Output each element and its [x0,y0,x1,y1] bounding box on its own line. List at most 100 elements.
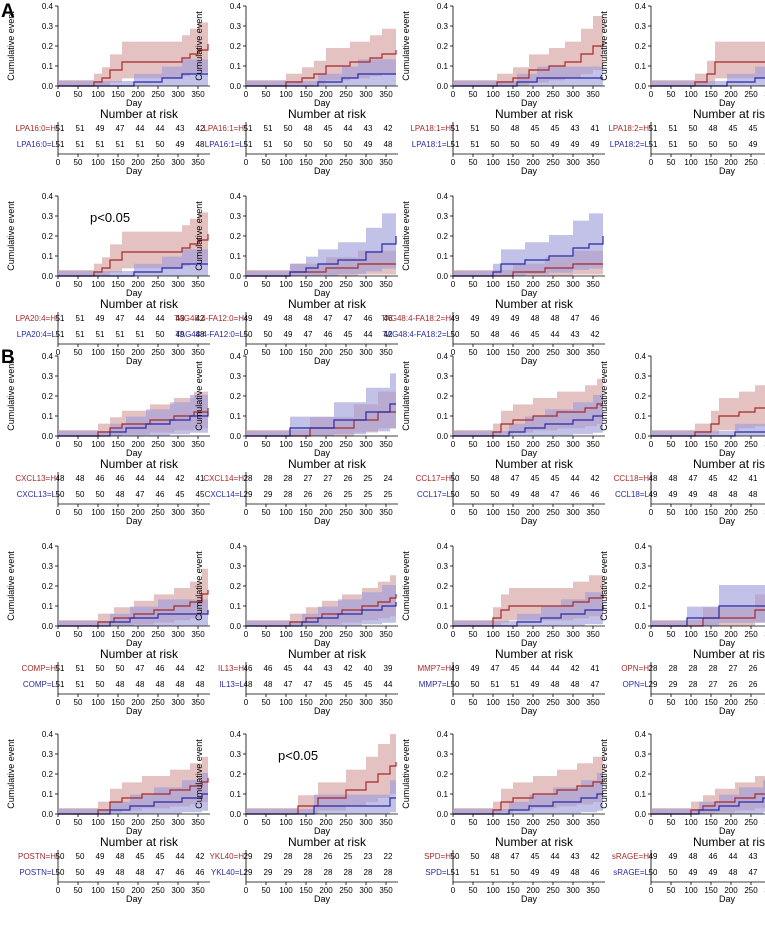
y-tick-label: 0.1 [230,62,242,71]
high-curve [58,44,209,87]
low-confidence-band [246,577,396,626]
risk-value: 50 [729,140,738,149]
risk-table-title: Number at risk [100,457,179,471]
low-curve [651,797,765,815]
x-axis-label: Day [521,638,538,648]
risk-value: 44 [176,852,185,861]
risk-value: 49 [531,680,540,689]
x-axis-label: Day [314,98,331,108]
risk-x-tick-label: 150 [111,886,125,895]
km-plot-3: Cumulative event 0.0 0.1 0.2 0.3 0.4 0 50 100 150… [599,2,765,176]
risk-value: 44 [156,124,165,133]
risk-value: 49 [511,314,520,323]
risk-value: 49 [451,664,460,673]
risk-x-tick-label: 50 [74,348,83,357]
x-tick-label: 300 [171,440,185,449]
x-tick-label: 350 [586,90,600,99]
risk-label-high: POSTN=H [18,852,56,861]
risk-table-title: Number at risk [100,107,179,121]
risk-value: 49 [551,140,560,149]
risk-label-low: LPA16:0=L [17,140,57,149]
y-tick-label: 0.0 [42,272,54,281]
risk-value: 22 [384,852,393,861]
risk-value: 42 [196,124,205,133]
risk-value: 50 [96,680,105,689]
risk-value: 49 [176,330,185,339]
y-tick-label: 0.1 [42,62,54,71]
risk-value: 45 [531,852,540,861]
risk-x-tick-label: 150 [111,698,125,707]
risk-x-tick-label: 350 [379,698,393,707]
risk-x-tick-label: 250 [744,158,758,167]
risk-value: 41 [591,124,600,133]
risk-value: 48 [136,680,145,689]
risk-value: 50 [689,124,698,133]
risk-value: 50 [344,140,353,149]
x-tick-label: 350 [191,440,205,449]
risk-value: 49 [689,490,698,499]
risk-value: 48 [729,490,738,499]
risk-value: 50 [669,868,678,877]
y-tick-label: 0.3 [230,562,242,571]
risk-x-tick-label: 0 [56,348,61,357]
x-tick-label: 50 [262,630,271,639]
risk-x-tick-label: 0 [451,886,456,895]
risk-value: 51 [244,124,253,133]
y-tick-label: 0.1 [437,602,449,611]
risk-table-title: Number at risk [495,835,574,849]
risk-x-tick-label: 150 [506,348,520,357]
risk-x-tick-label: 300 [171,886,185,895]
risk-value: 43 [176,124,185,133]
x-tick-label: 50 [469,630,478,639]
x-tick-label: 350 [586,440,600,449]
risk-value: 46 [591,490,600,499]
risk-value: 28 [284,852,293,861]
x-tick-label: 200 [526,90,540,99]
risk-value: 45 [551,474,560,483]
y-tick-label: 0.2 [635,770,647,779]
risk-value: 48 [551,680,560,689]
risk-value: 42 [729,474,738,483]
x-tick-label: 350 [586,818,600,827]
risk-value: 43 [571,330,580,339]
risk-x-tick-label: 300 [359,348,373,357]
risk-value: 44 [384,680,393,689]
y-tick-label: 0.2 [635,582,647,591]
risk-x-axis-label: Day [126,516,143,526]
risk-value: 28 [244,474,253,483]
x-tick-label: 200 [319,90,333,99]
x-axis-label: Day [126,288,143,298]
risk-value: 50 [156,330,165,339]
risk-x-tick-label: 300 [171,698,185,707]
risk-value: 43 [324,664,333,673]
risk-value: 51 [56,330,65,339]
x-tick-label: 250 [546,90,560,99]
risk-x-tick-label: 250 [151,886,165,895]
low-confidence-band [651,423,765,436]
risk-x-tick-label: 300 [171,158,185,167]
risk-value: 51 [76,330,85,339]
risk-label-high: TAG48:4-FA12:0=H [174,314,244,323]
risk-x-tick-label: 100 [486,158,500,167]
y-tick-label: 0.0 [230,432,242,441]
x-tick-label: 150 [111,818,125,827]
x-tick-label: 100 [684,440,698,449]
y-tick-label: 0.4 [230,192,242,201]
km-plot-8: Cumulative event 0.0 0.1 0.2 0.3 0.4 0 50 100 150… [194,352,398,526]
x-tick-label: 150 [704,440,718,449]
risk-x-tick-label: 0 [244,886,249,895]
risk-value: 42 [176,474,185,483]
risk-x-tick-label: 50 [469,508,478,517]
risk-value: 51 [76,680,85,689]
y-tick-label: 0.2 [437,582,449,591]
risk-value: 45 [531,330,540,339]
y-tick-label: 0.1 [437,62,449,71]
risk-value: 50 [511,868,520,877]
risk-x-axis-label: Day [314,356,331,366]
risk-x-axis-label: Day [719,894,736,904]
risk-value: 47 [591,680,600,689]
risk-value: 50 [491,140,500,149]
x-tick-label: 0 [244,280,249,289]
risk-value: 28 [649,664,658,673]
